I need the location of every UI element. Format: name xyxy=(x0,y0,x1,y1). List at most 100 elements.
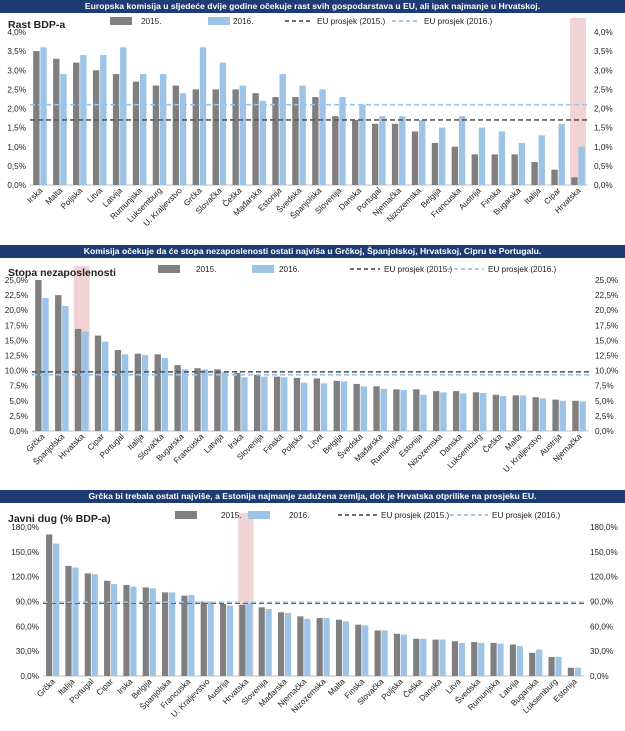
y-tick-right: 7,5% xyxy=(595,382,614,391)
bar-2016-litva xyxy=(458,642,465,676)
bar-2016-bugarska xyxy=(518,142,526,185)
y-tick-left: 60,0% xyxy=(16,622,39,631)
bar-2016-nizozemska xyxy=(419,119,426,185)
legend-label-2015: 2015. xyxy=(196,265,217,274)
bar-2015-grcka xyxy=(192,89,199,186)
highlight-band-hrvatska xyxy=(570,18,587,185)
bar-2015-francuska xyxy=(194,368,201,431)
bar-2015-danska xyxy=(352,119,359,185)
y-tick-right: 12,5% xyxy=(595,352,618,361)
chart-title: Javni dug (% BDP-a) xyxy=(8,513,111,525)
bar-2015-litva xyxy=(92,70,100,185)
bar-2015-italija xyxy=(65,565,72,676)
bar-2015-malta xyxy=(512,395,519,431)
bar-2016-poljska xyxy=(400,634,408,676)
y-tick-left: 180,0% xyxy=(11,523,39,532)
y-tick-left: 15,0% xyxy=(5,336,28,345)
y-tick-right: 2,5% xyxy=(595,412,614,421)
bar-2016-rumunjska xyxy=(140,74,147,185)
bar-2016-italija xyxy=(538,135,545,185)
bar-2016-spanjolska xyxy=(319,89,326,186)
bar-2016-grcka xyxy=(42,298,49,431)
bar-2015-malta xyxy=(335,619,343,676)
bar-2016-belgija xyxy=(438,127,446,186)
y-tick-right: 20,0% xyxy=(595,306,618,315)
bar-2015-madarska xyxy=(373,386,380,431)
bar-2016-estonija xyxy=(279,74,286,185)
y-tick-left: 12,5% xyxy=(5,352,28,361)
banner-unemployment: Komisija očekuje da će stopa nezaposleno… xyxy=(0,245,625,258)
bar-2016-irska xyxy=(130,586,137,676)
x-label-ceska: Češka xyxy=(480,431,504,455)
bar-2016-finska xyxy=(281,377,288,431)
bar-2016-austrija xyxy=(226,605,234,676)
bar-2016-austrija xyxy=(559,400,566,431)
y-tick-right: 90,0% xyxy=(590,598,613,607)
banner-gdp-growth: Europska komisija u sljedeće dvije godin… xyxy=(0,0,625,13)
bar-2016-hrvatska xyxy=(246,603,253,676)
panel-public-debt: Grčka bi trebala ostati najviše, a Eston… xyxy=(0,490,625,731)
y-tick-left: 3,0% xyxy=(7,66,26,75)
bar-2016-portugal xyxy=(91,574,98,676)
y-tick-left: 25,0% xyxy=(5,276,28,285)
bar-2016-rumunjska xyxy=(400,389,407,431)
bar-2015-luksemburg xyxy=(152,85,160,185)
y-tick-right: 0,0% xyxy=(590,672,609,681)
y-tick-left: 22,5% xyxy=(5,291,28,300)
bar-2015-poljska xyxy=(293,377,301,431)
bar-2015-slovacka xyxy=(154,354,161,431)
bar-2015-svedska xyxy=(292,97,299,185)
bar-2015-italija xyxy=(134,353,142,431)
bar-2016-grcka xyxy=(53,543,60,676)
bar-2015-irska xyxy=(33,51,40,186)
bar-2016-ceska xyxy=(499,395,507,431)
bar-2015-latvija xyxy=(112,74,120,185)
bar-2016-francuska xyxy=(188,594,195,676)
y-tick-right: 3,0% xyxy=(594,66,613,75)
bar-2015-ceska xyxy=(492,394,500,431)
legend-swatch-2016 xyxy=(248,511,270,519)
bar-2016-u-kraljevstvo xyxy=(207,601,214,676)
legend-swatch-2016 xyxy=(208,17,230,25)
bar-2015-hrvatska xyxy=(239,604,246,676)
bar-2015-litva xyxy=(451,641,459,676)
bar-2016-cipar xyxy=(102,341,109,431)
bar-2016-svedska xyxy=(299,85,306,185)
y-tick-left: 30,0% xyxy=(16,647,39,656)
bar-2016-slovenija xyxy=(265,608,272,676)
bar-2015-u-kraljevstvo xyxy=(172,85,180,185)
legend-swatch-2015 xyxy=(175,511,197,519)
bar-2015-u-kraljevstvo xyxy=(532,397,539,431)
bar-2015-portugal xyxy=(114,350,122,431)
y-tick-left: 90,0% xyxy=(16,598,39,607)
bar-2016-hrvatska xyxy=(82,331,89,431)
bar-2015-rumunjska xyxy=(393,389,400,431)
y-tick-right: 17,5% xyxy=(595,321,618,330)
bar-2015-danska xyxy=(432,639,439,676)
bar-2015-madarska xyxy=(252,93,259,185)
bar-2016-portugal xyxy=(121,354,129,431)
y-tick-left: 120,0% xyxy=(11,573,39,582)
y-tick-right: 0,0% xyxy=(595,427,614,436)
bar-2016-njemacka xyxy=(399,116,406,185)
bar-2015-francuska xyxy=(181,595,188,676)
bar-2016-slovacka xyxy=(381,630,388,676)
y-tick-right: 15,0% xyxy=(595,336,618,345)
bar-2015-hrvatska xyxy=(74,328,82,431)
y-tick-left: 2,0% xyxy=(7,105,26,114)
bar-2016-estonija xyxy=(420,394,427,431)
x-label-poljska: Poljska xyxy=(280,432,305,457)
y-tick-right: 30,0% xyxy=(590,647,613,656)
bar-2016-spanjolska xyxy=(168,592,176,676)
y-tick-right: 2,0% xyxy=(594,105,613,114)
bar-2015-njemacka xyxy=(572,400,579,431)
legend-swatch-2015 xyxy=(110,17,132,25)
y-tick-left: 17,5% xyxy=(5,321,28,330)
bar-2015-latvija xyxy=(214,369,221,431)
legend-label-eu-2015: EU prosjek (2015.) xyxy=(384,265,453,274)
y-tick-right: 0,0% xyxy=(594,181,613,190)
y-tick-right: 120,0% xyxy=(590,573,618,582)
gdp-growth-chart: Rast BDP-a 0,0% 0,0% 0,5% 0,5% 1,0% 1,0% 1,5% 1,… xyxy=(7,17,613,228)
bar-2016-italija xyxy=(72,567,79,676)
bar-2016-cipar xyxy=(558,123,565,185)
